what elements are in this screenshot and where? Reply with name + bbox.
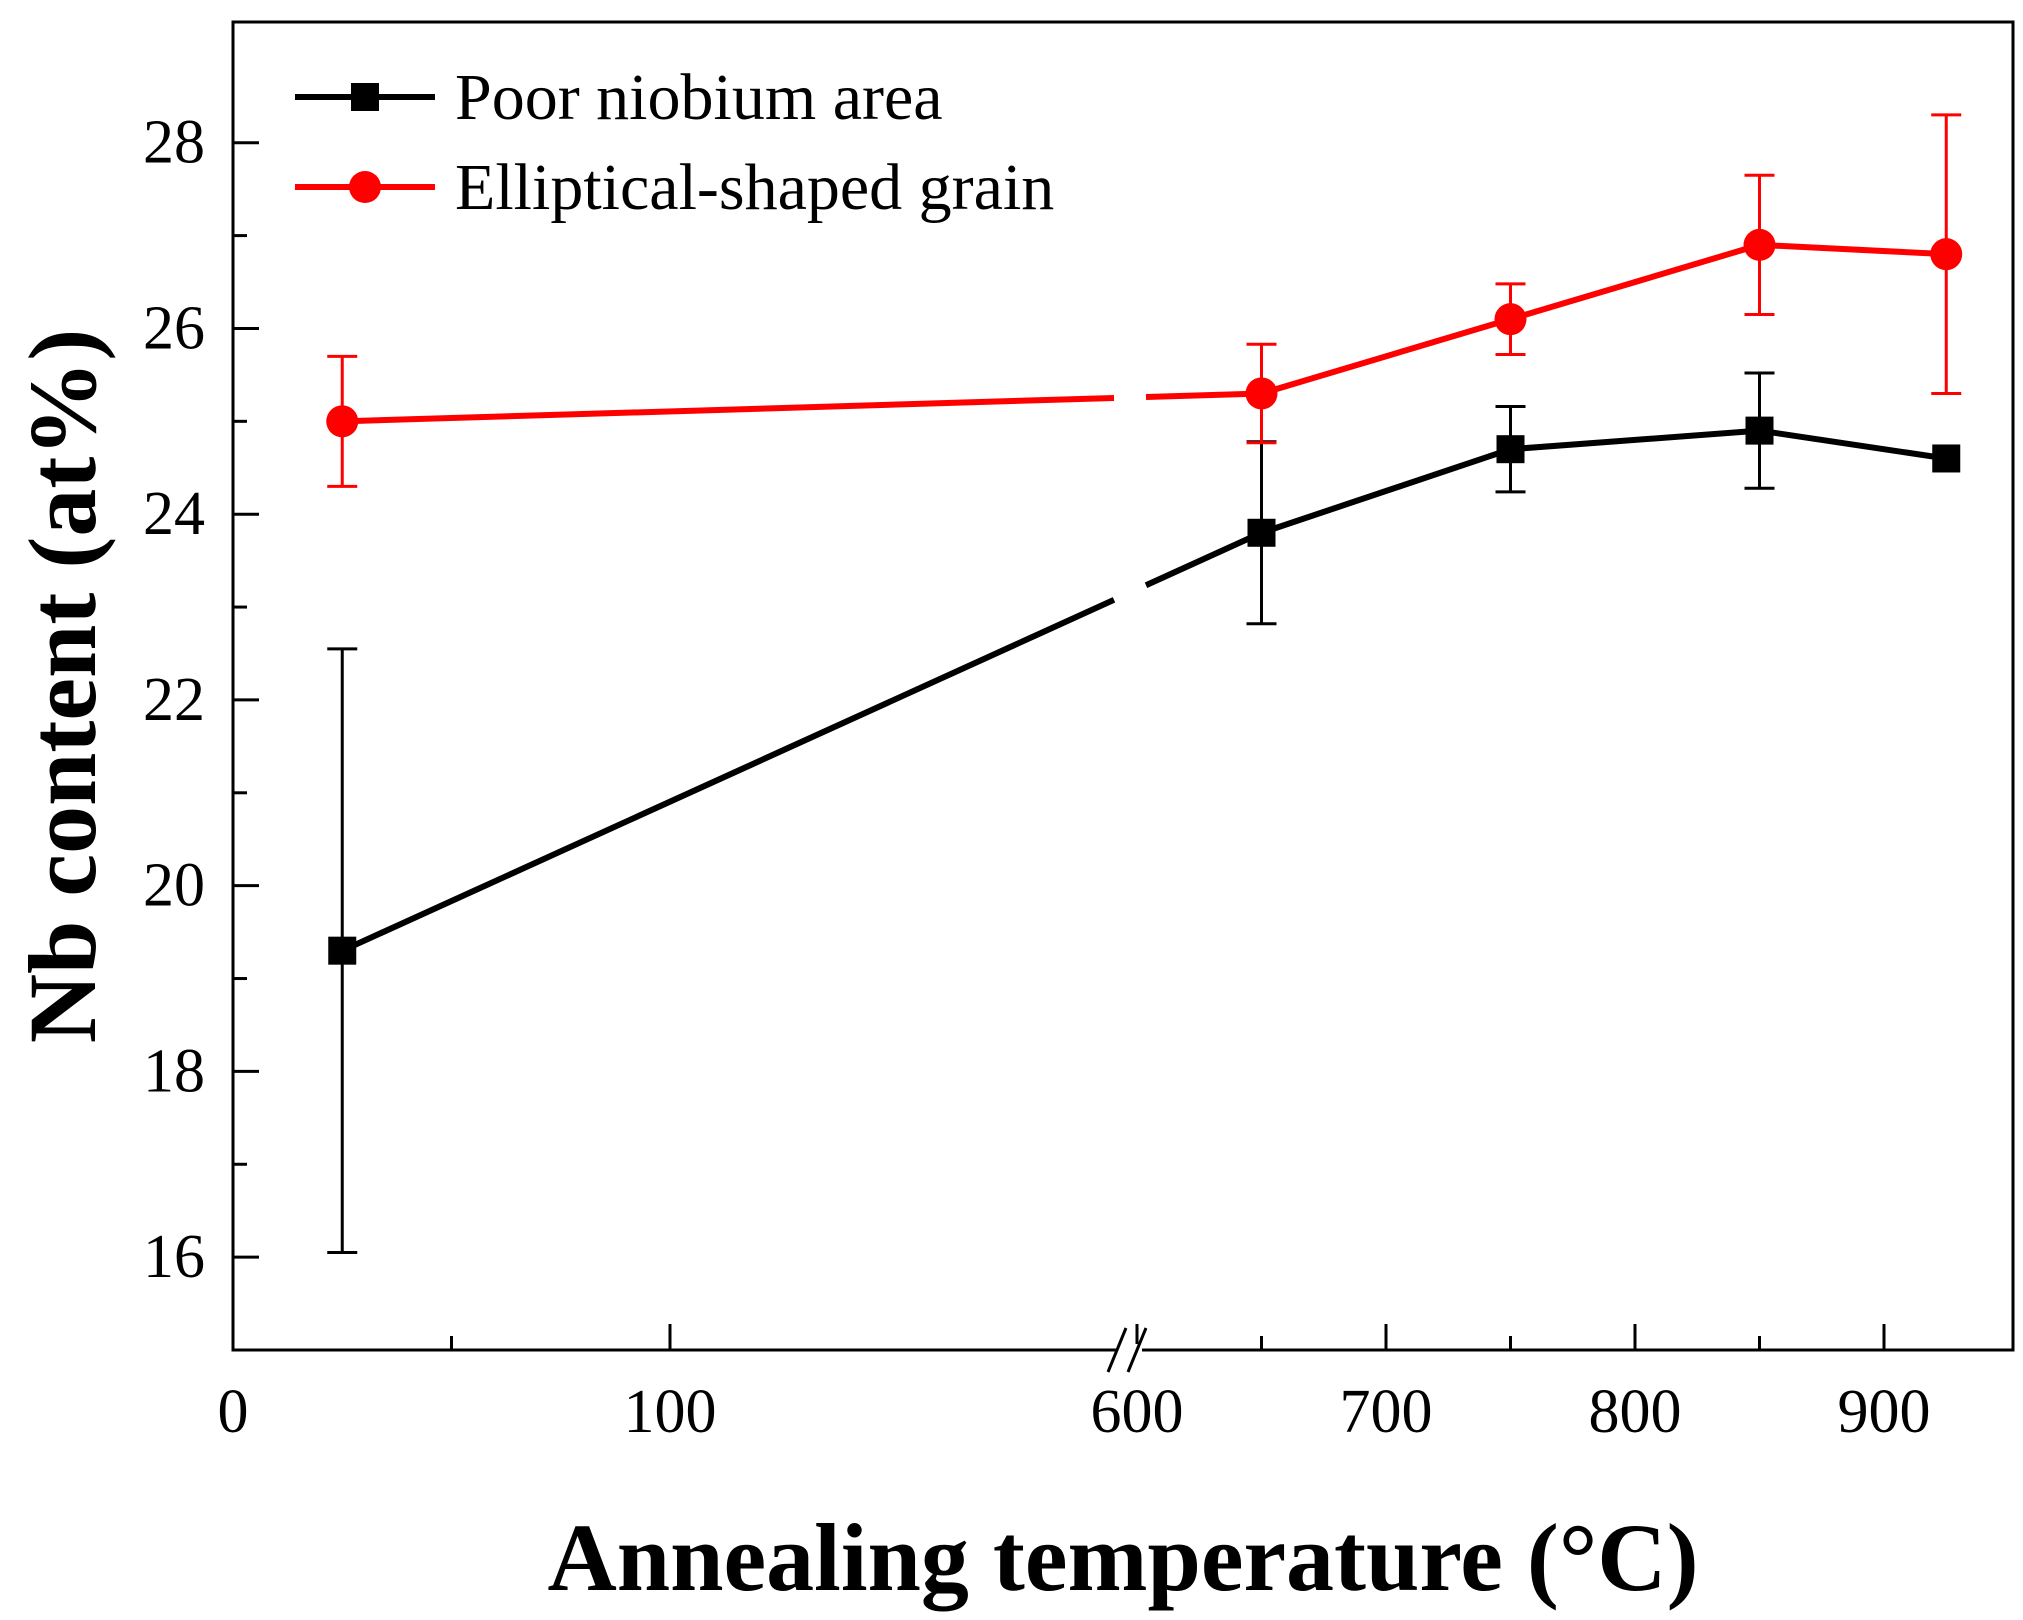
x-tick-label: 100 — [624, 1378, 717, 1446]
y-tick-label: 18 — [143, 1037, 205, 1105]
legend-marker — [349, 171, 381, 203]
x-tick-label: 600 — [1091, 1378, 1184, 1446]
legend: Poor niobium area Elliptical-shaped grain — [295, 61, 1054, 224]
y-tick-label: 20 — [143, 852, 205, 920]
data-point — [1496, 435, 1525, 464]
y-tick-label: 26 — [143, 294, 205, 362]
x-tick-label: 900 — [1838, 1378, 1931, 1446]
y-tick-label: 28 — [143, 109, 205, 177]
data-point — [1494, 303, 1527, 336]
series-line — [342, 394, 1115, 425]
y-tick-label: 24 — [143, 480, 205, 548]
x-axis-break-mark — [1126, 1327, 1148, 1373]
series-poor-niobium-area — [327, 371, 1961, 1254]
series-line — [1509, 242, 1761, 323]
data-point — [1245, 377, 1278, 410]
series-line — [1260, 316, 1512, 397]
x-axis-title: Annealing temperature (°C) — [547, 1504, 1698, 1611]
x-tick-label: 0 — [218, 1378, 249, 1446]
data-point — [328, 936, 357, 965]
series-line — [1144, 530, 1263, 589]
legend-marker — [351, 83, 379, 111]
data-point — [1247, 518, 1276, 547]
x-axis-break-mark — [1106, 1327, 1128, 1373]
data-point — [1932, 444, 1961, 473]
series-line — [1145, 390, 1262, 400]
series-line — [1759, 427, 1947, 462]
legend-label: Poor niobium area — [455, 61, 943, 134]
series-line — [341, 597, 1116, 954]
series-elliptical-shaped-grain — [326, 113, 1963, 488]
series-line — [1260, 446, 1512, 536]
data-point — [1930, 238, 1963, 271]
data-point — [1743, 228, 1776, 261]
legend-label: Elliptical-shaped grain — [455, 151, 1054, 224]
data-point — [1745, 416, 1774, 445]
y-axis-title: Nb content (at%) — [9, 329, 116, 1044]
x-tick-label: 700 — [1340, 1378, 1433, 1446]
series-line — [1759, 241, 1947, 258]
y-tick-label: 22 — [143, 666, 205, 734]
series-line — [1510, 427, 1760, 453]
y-tick-label: 16 — [143, 1223, 205, 1291]
data-point — [326, 405, 359, 438]
axis-ticks: 16 18 20 22 24 26 28 0 100 600 700 800 900 — [143, 109, 1931, 1446]
x-tick-label: 800 — [1589, 1378, 1682, 1446]
series-layer — [326, 113, 1963, 1254]
